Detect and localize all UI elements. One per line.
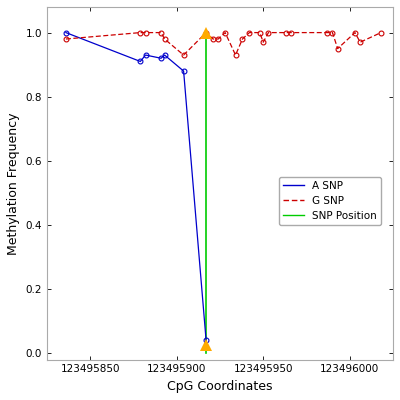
Y-axis label: Methylation Frequency: Methylation Frequency bbox=[7, 112, 20, 254]
Legend: A SNP, G SNP, SNP Position: A SNP, G SNP, SNP Position bbox=[279, 176, 381, 225]
X-axis label: CpG Coordinates: CpG Coordinates bbox=[167, 380, 273, 393]
